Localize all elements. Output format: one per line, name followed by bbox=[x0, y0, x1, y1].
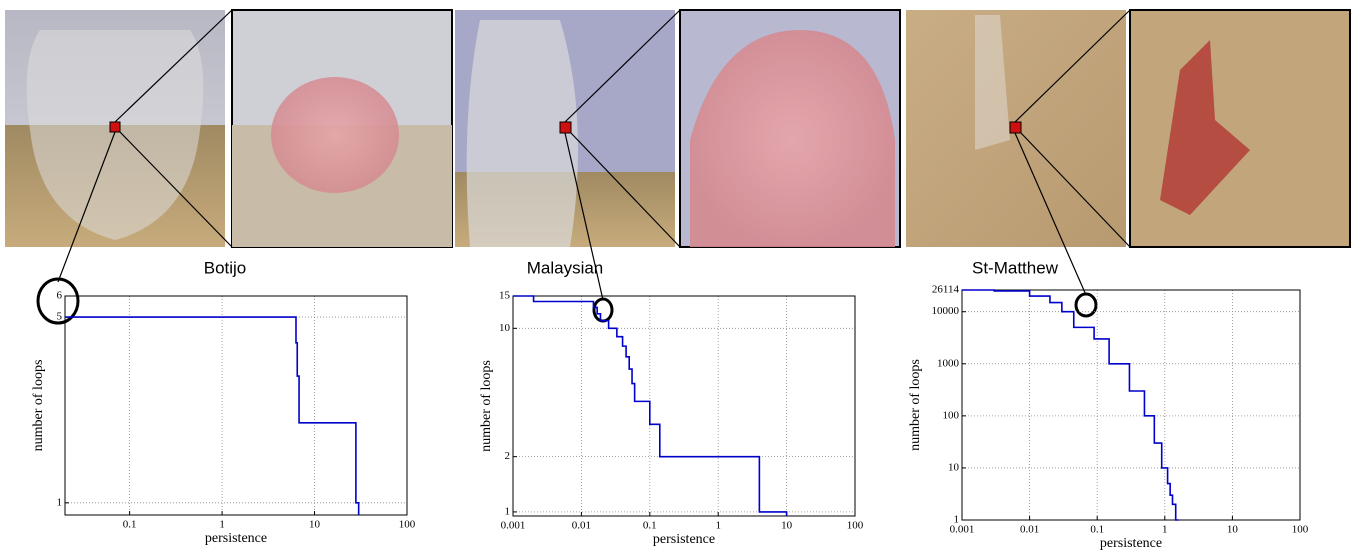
x-tick-label: 1 bbox=[715, 520, 721, 532]
y-tick-label: 2 bbox=[505, 450, 511, 462]
y-axis-label: number of loops bbox=[479, 360, 494, 452]
y-tick-label: 5 bbox=[57, 311, 63, 323]
y-tick-label: 15 bbox=[499, 290, 511, 302]
x-tick-label: 1 bbox=[219, 519, 225, 531]
chart-title: St-Matthew bbox=[972, 258, 1059, 277]
x-axis-label: persistence bbox=[205, 531, 267, 546]
y-tick-label: 100 bbox=[943, 409, 960, 421]
y-tick-label: 10 bbox=[499, 322, 511, 334]
plot-frame bbox=[962, 290, 1300, 520]
x-tick-label: 0.01 bbox=[572, 520, 591, 532]
step-line bbox=[962, 290, 1179, 520]
chart-title: Malaysian bbox=[527, 258, 604, 277]
x-tick-label: 100 bbox=[847, 520, 864, 532]
x-tick-label: 10 bbox=[309, 519, 321, 531]
x-tick-label: 100 bbox=[1292, 524, 1309, 536]
y-tick-label: 1 bbox=[57, 496, 63, 508]
plot-frame bbox=[513, 296, 855, 516]
x-axis-label: persistence bbox=[1100, 536, 1162, 551]
x-tick-label: 0.01 bbox=[1020, 524, 1039, 536]
y-tick-label: 6 bbox=[57, 290, 63, 302]
y-tick-label: 10000 bbox=[932, 305, 960, 317]
y-tick-label: 10 bbox=[948, 461, 960, 473]
y-axis-label: number of loops bbox=[908, 359, 923, 451]
x-tick-label: 0.1 bbox=[643, 520, 657, 532]
chart-title: Botijo bbox=[204, 258, 247, 277]
y-tick-label: 1000 bbox=[937, 357, 960, 369]
x-tick-label: 0.1 bbox=[123, 519, 137, 531]
x-tick-label: 0.001 bbox=[501, 520, 526, 532]
y-tick-label: 26114 bbox=[932, 284, 960, 296]
renders bbox=[5, 10, 1350, 247]
x-tick-label: 10 bbox=[1227, 524, 1239, 536]
y-tick-label: 1 bbox=[954, 514, 960, 526]
y-axis-label: number of loops bbox=[31, 360, 46, 452]
y-tick-label: 1 bbox=[505, 505, 511, 517]
x-axis-label: persistence bbox=[653, 532, 715, 547]
x-tick-label: 10 bbox=[781, 520, 793, 532]
figure: Botijo0.1110100156persistencenumber of l… bbox=[0, 0, 1351, 552]
x-tick-label: 100 bbox=[399, 519, 416, 531]
x-tick-label: 1 bbox=[1162, 524, 1168, 536]
x-tick-label: 0.1 bbox=[1090, 524, 1104, 536]
